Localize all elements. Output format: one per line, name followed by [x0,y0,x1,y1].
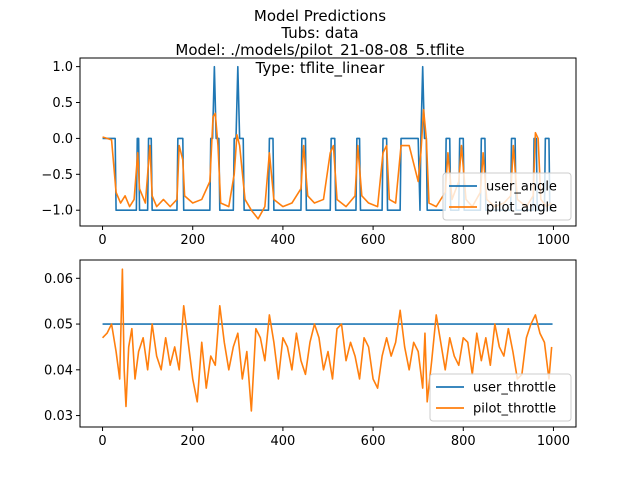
x-tick-label: 800 [451,434,476,449]
y-tick-label: 1.0 [52,60,73,75]
x-tick-label: 0 [98,233,106,248]
legend-label-pilot_angle: pilot_angle [486,201,557,216]
x-tick-label: 800 [451,233,476,248]
throttle-subplot: 0 200 400 600 800 1000 0.06 0.05 0.04 0.03 user_th… [44,259,577,449]
series-line-pilot_throttle [101,268,553,412]
axes-frame [79,57,577,227]
legend-box [442,172,572,221]
x-tick-label: 1000 [537,233,570,248]
y-tick-label: 0.04 [44,363,73,378]
title-line-3: Type: tflite_linear [255,59,386,78]
angle-subplot: 0 200 400 600 800 1000 1.0 0.5 0.0 −0.5 −1.0 user_a… [41,57,577,248]
x-tick-label: 200 [180,434,205,449]
title-line-0: Model Predictions [254,7,386,25]
y-tick-label: 0.0 [52,132,73,147]
axes-frame [79,259,577,428]
legend-label-user_throttle: user_throttle [473,381,556,396]
x-tick-label: 400 [270,233,295,248]
x-tick-label: 200 [180,233,205,248]
x-tick-label: 0 [98,434,106,449]
y-tick-label: 0.5 [52,96,73,111]
legend-label-user_angle: user_angle [486,180,557,195]
x-tick-label: 400 [270,434,295,449]
legend: user_angle pilot_angle [442,172,572,221]
title-line-2: Model: ./models/pilot_21-08-08_5.tflite [175,41,464,60]
x-tick-label: 600 [361,434,386,449]
legend-label-pilot_throttle: pilot_throttle [473,402,556,417]
plot-area [101,268,553,412]
y-tick-label: 0.03 [44,409,73,424]
x-tick-label: 600 [361,233,386,248]
y-tick-label: 0.06 [44,272,73,287]
x-tick-label: 1000 [537,434,570,449]
y-tick-label: −0.5 [41,168,73,183]
legend-box [429,373,572,422]
legend: user_throttle pilot_throttle [429,373,572,422]
y-tick-label: −1.0 [41,204,73,219]
y-tick-label: 0.05 [44,318,73,333]
title-line-1: Tubs: data [280,24,358,42]
